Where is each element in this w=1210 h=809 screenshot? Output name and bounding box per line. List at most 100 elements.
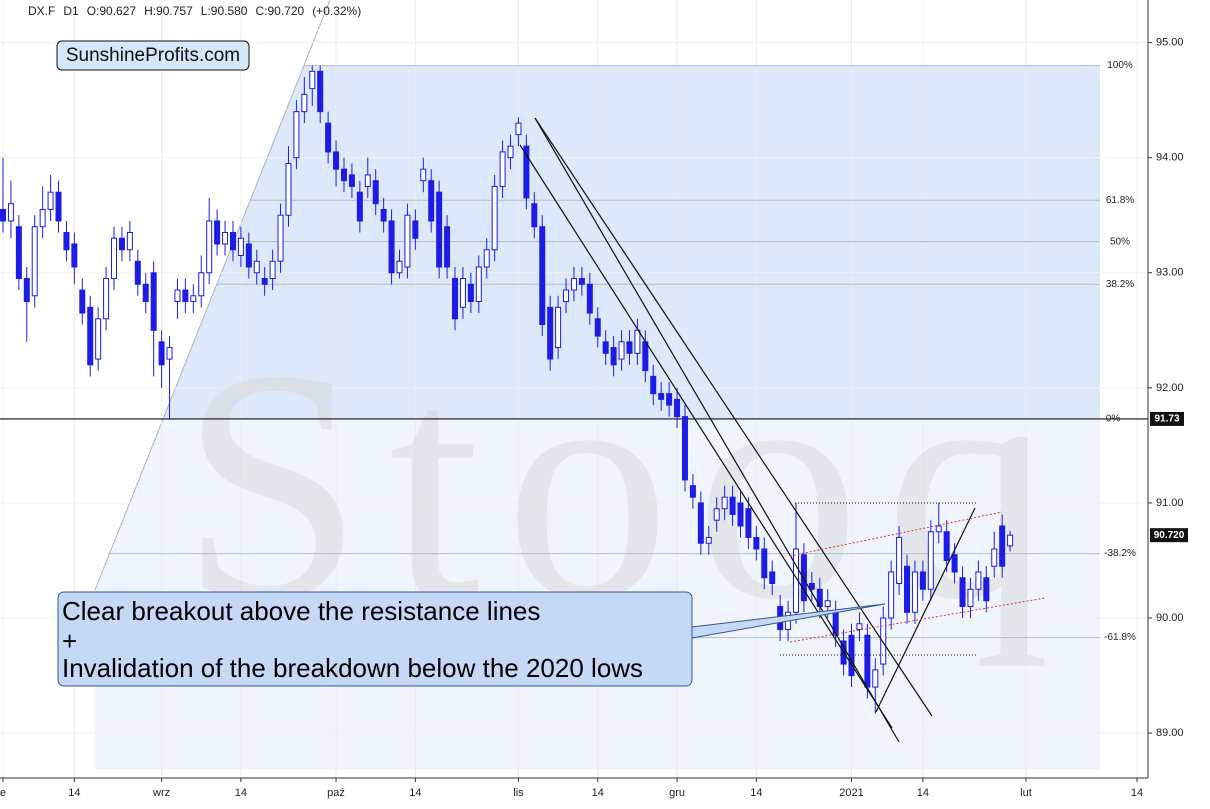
candle-body xyxy=(245,243,252,268)
candle-body xyxy=(206,220,213,274)
fib-label: -38.2% xyxy=(1104,548,1136,559)
annotation-text: + xyxy=(62,626,77,656)
candle-body xyxy=(975,571,982,590)
candle-body xyxy=(618,341,625,360)
x-tick-label: 14 xyxy=(409,787,421,799)
candle-body xyxy=(745,508,752,538)
candle-body xyxy=(87,306,94,366)
candle-body xyxy=(880,617,887,665)
candle-body xyxy=(626,341,633,354)
candle-body xyxy=(808,583,815,590)
candle-body xyxy=(872,669,879,688)
candle-body xyxy=(285,162,292,216)
x-tick-label: paź xyxy=(327,787,345,799)
candle-body xyxy=(459,278,466,308)
x-tick-label: 14 xyxy=(592,787,604,799)
candle-body xyxy=(253,260,260,274)
candle-body xyxy=(515,122,522,136)
candle-body xyxy=(118,237,125,251)
candle-body xyxy=(467,283,474,303)
candle-body xyxy=(63,231,70,251)
logo-box xyxy=(56,40,250,71)
candle-body xyxy=(150,272,157,331)
candle-body xyxy=(483,249,490,268)
candle-body xyxy=(642,341,649,372)
candle-body xyxy=(951,554,958,573)
x-tick-label: 2021 xyxy=(839,787,863,799)
chart-header: DX.F D1 O:90.627 H:90.757 L:90.580 C:90.720 (+… xyxy=(28,4,361,18)
candle-body xyxy=(380,208,387,222)
fib-label: 38.2% xyxy=(1106,279,1134,290)
fib-diagonal xyxy=(94,0,331,591)
candle-body xyxy=(79,289,86,314)
candle-body xyxy=(547,306,554,360)
candle-body xyxy=(325,122,332,153)
candle-body xyxy=(475,266,482,303)
x-tick-label: e xyxy=(0,787,6,799)
annotation-box xyxy=(57,591,693,687)
candle-body xyxy=(7,203,14,222)
candle-body xyxy=(340,168,347,182)
candle-body xyxy=(832,611,839,636)
candle-body xyxy=(317,70,324,113)
candle-body xyxy=(856,623,863,631)
candle-body xyxy=(31,226,38,297)
candle-body xyxy=(71,243,78,268)
header-item: O:90.627 xyxy=(87,4,137,18)
candle-body xyxy=(23,278,30,303)
trend-line xyxy=(519,144,893,729)
candle-body xyxy=(444,226,451,268)
candle-body xyxy=(452,278,459,320)
y-tick-label: 93.00 xyxy=(1156,267,1184,279)
candle-body xyxy=(959,577,966,608)
y-tick-label: 89.00 xyxy=(1156,727,1184,739)
candle-body xyxy=(39,208,46,228)
candle-body xyxy=(333,151,340,170)
candle-body xyxy=(761,548,768,579)
header-item: D1 xyxy=(63,4,79,18)
candle-body xyxy=(935,525,942,533)
x-tick-label: 14 xyxy=(1131,787,1143,799)
candle-body xyxy=(753,536,760,550)
candle-body xyxy=(769,571,776,585)
candle-body xyxy=(55,191,62,222)
candle-body xyxy=(396,260,403,274)
candle-body xyxy=(277,214,284,262)
candle-body xyxy=(47,191,54,210)
candle-body xyxy=(824,600,831,608)
candle-body xyxy=(650,375,657,395)
candle-body xyxy=(594,318,601,337)
trend-lines xyxy=(519,117,976,743)
x-tick-label: lut xyxy=(1020,787,1032,799)
candle-body xyxy=(420,168,427,182)
price-tag-label: 91.73 xyxy=(1154,414,1179,425)
candle-body xyxy=(1007,534,1014,547)
y-tick-label: 90.00 xyxy=(1156,612,1184,624)
candle-body xyxy=(531,203,538,228)
axes: e 14 wrz 14 paź 14 lis 14 gru 14 2021 14 lut 14 89.00 9… xyxy=(0,36,1188,799)
y-tick-label: 94.00 xyxy=(1156,152,1184,164)
candle-body xyxy=(356,191,363,222)
fib-label: 61.8% xyxy=(1106,195,1134,206)
candle-body xyxy=(182,289,189,303)
candle-body xyxy=(388,220,395,274)
x-tick-label: 14 xyxy=(917,787,929,799)
candle-body xyxy=(578,278,585,285)
candle-body xyxy=(309,70,316,90)
x-tick-label: 14 xyxy=(68,787,80,799)
candle-body xyxy=(491,185,498,251)
header-item: (+0.32%) xyxy=(312,4,361,18)
candle-body xyxy=(142,283,149,303)
candle-body xyxy=(904,565,911,613)
y-tick-label: 95.00 xyxy=(1156,36,1184,48)
header-item: DX.F xyxy=(28,4,55,18)
candle-body xyxy=(634,329,641,354)
price-tag xyxy=(1150,411,1184,426)
candle-body xyxy=(586,283,593,314)
candle-body xyxy=(523,145,530,199)
candle-body xyxy=(95,318,102,360)
annotation-text: Invalidation of the breakdown below the … xyxy=(62,653,643,683)
candle-body xyxy=(689,485,696,498)
y-tick-label: 92.00 xyxy=(1156,382,1184,394)
